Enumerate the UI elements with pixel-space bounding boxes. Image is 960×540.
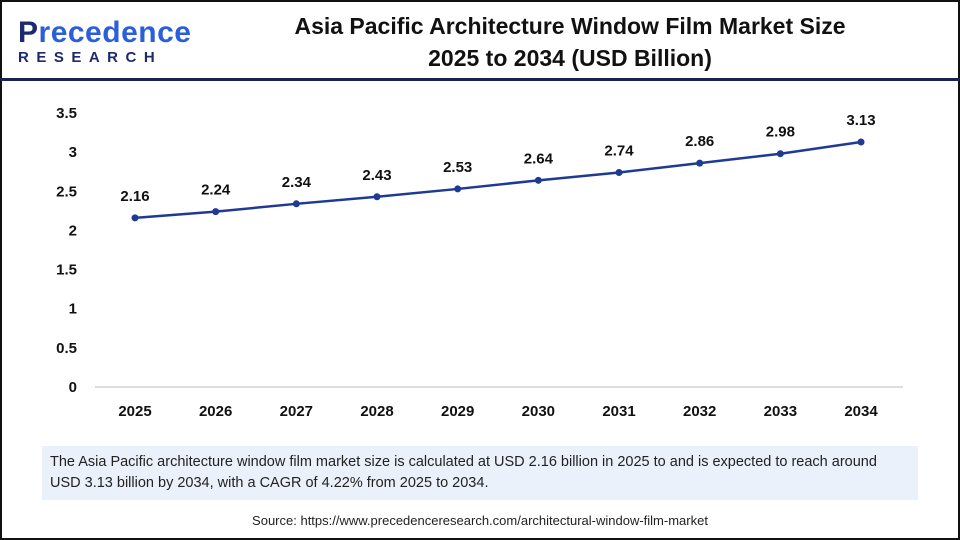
y-tick-label: 3.5 <box>56 105 77 122</box>
y-tick-label: 3 <box>69 144 77 161</box>
x-tick-label: 2029 <box>441 403 474 420</box>
data-label: 2.34 <box>282 174 312 191</box>
data-point <box>131 214 139 222</box>
data-point <box>534 176 542 184</box>
logo-text: Precedence <box>18 16 192 49</box>
data-point <box>292 200 300 208</box>
data-label: 2.86 <box>685 133 714 150</box>
source-text: Source: https://www.precedenceresearch.c… <box>252 513 708 528</box>
data-label: 2.53 <box>443 159 472 176</box>
data-label: 3.13 <box>846 112 875 129</box>
x-tick-label: 2026 <box>199 403 232 420</box>
data-point <box>454 185 462 193</box>
data-point <box>857 138 865 146</box>
x-tick-label: 2034 <box>844 403 878 420</box>
y-tick-label: 2 <box>69 222 77 239</box>
chart-title: Asia Pacific Architecture Window Film Ma… <box>230 10 910 74</box>
y-tick-label: 1 <box>69 301 77 318</box>
data-point <box>373 193 381 201</box>
data-point <box>776 150 784 158</box>
x-tick-label: 2027 <box>280 403 313 420</box>
x-tick-label: 2025 <box>118 403 151 420</box>
data-point <box>212 208 220 216</box>
y-tick-label: 0 <box>69 379 77 396</box>
data-label: 2.98 <box>766 124 795 141</box>
series-line <box>134 140 862 220</box>
title-line-2: 2025 to 2034 (USD Billion) <box>428 45 712 71</box>
header: Precedence RESEARCH Asia Pacific Archite… <box>0 0 960 81</box>
data-point <box>696 159 704 167</box>
data-label: 2.74 <box>604 142 634 159</box>
y-tick-label: 1.5 <box>56 262 77 279</box>
data-label: 2.43 <box>362 167 391 184</box>
x-tick-label: 2032 <box>683 403 716 420</box>
title-line-1: Asia Pacific Architecture Window Film Ma… <box>294 13 846 39</box>
data-point <box>615 168 623 176</box>
x-tick-label: 2030 <box>522 403 555 420</box>
data-label: 2.16 <box>120 188 149 205</box>
y-tick-label: 2.5 <box>56 183 77 200</box>
y-tick-label: 0.5 <box>56 340 77 357</box>
summary-note: The Asia Pacific architecture window fil… <box>42 446 918 500</box>
data-label: 2.24 <box>201 182 231 199</box>
x-tick-label: 2031 <box>602 403 635 420</box>
x-tick-label: 2028 <box>360 403 393 420</box>
logo: Precedence RESEARCH <box>18 16 192 67</box>
data-label: 2.64 <box>524 150 554 167</box>
x-tick-label: 2033 <box>764 403 797 420</box>
logo-subtext: RESEARCH <box>18 49 163 66</box>
